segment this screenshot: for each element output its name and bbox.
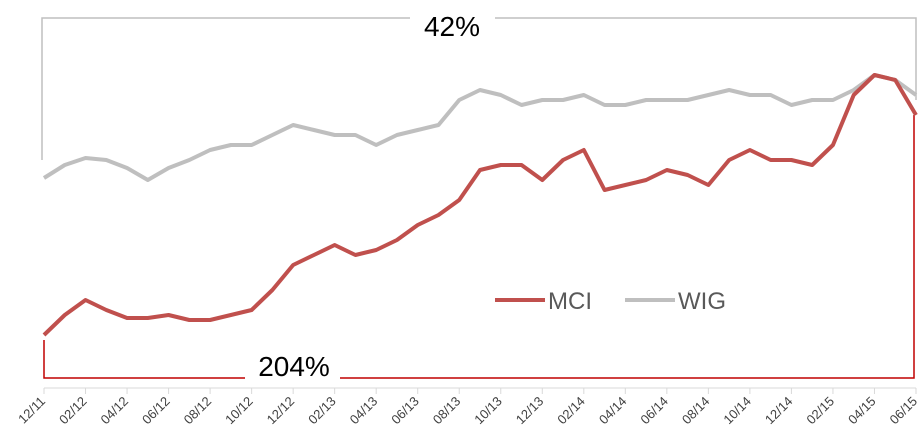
x-tick-label: 12/14 <box>762 394 796 428</box>
bracket <box>41 17 410 160</box>
x-tick-label: 10/12 <box>222 394 256 428</box>
x-tick-label: 02/12 <box>56 394 90 428</box>
x-tick-label: 02/13 <box>305 394 339 428</box>
line <box>42 73 918 182</box>
x-tick-label: 12/13 <box>513 394 547 428</box>
annotation: 204% <box>258 351 330 382</box>
annotation: 42% <box>424 11 480 42</box>
x-tick-label: 06/12 <box>139 394 173 428</box>
x-tick-label: 02/14 <box>554 394 588 428</box>
legend-label: MCI <box>548 288 592 315</box>
bracket <box>340 115 915 379</box>
x-tick-label: 04/14 <box>596 394 630 428</box>
x-tick-label: 10/14 <box>720 394 754 428</box>
x-tick-label: 08/14 <box>679 394 713 428</box>
x-tick-label: 08/12 <box>181 394 215 428</box>
x-tick-label: 12/11 <box>15 394 48 427</box>
x-tick-label: 04/13 <box>347 394 381 428</box>
bracket <box>495 17 917 100</box>
x-tick-label: 08/13 <box>430 394 464 428</box>
x-tick-label: 04/15 <box>845 394 879 428</box>
x-tick-label: 02/15 <box>803 394 837 428</box>
bracket <box>43 340 245 379</box>
x-tick-label: 10/13 <box>471 394 505 428</box>
x-tick-label: 06/14 <box>637 394 671 428</box>
x-tick-label: 12/12 <box>264 394 298 428</box>
x-tick-label: 04/12 <box>98 394 132 428</box>
line <box>42 73 918 337</box>
x-tick-label: 06/15 <box>887 394 921 428</box>
x-tick-label: 06/13 <box>388 394 422 428</box>
legend-label: WIG <box>678 288 726 315</box>
